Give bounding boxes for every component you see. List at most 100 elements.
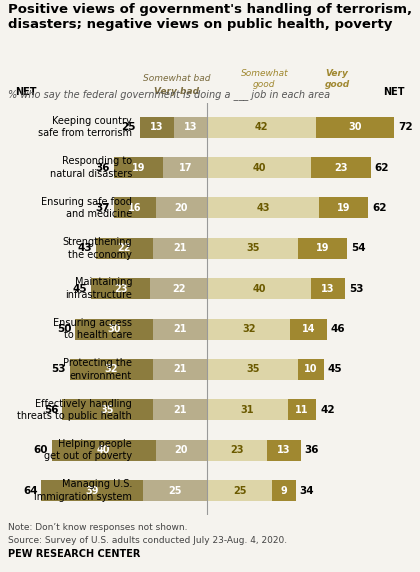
Text: Effectively handling
threats to public health: Effectively handling threats to public h… [18, 399, 132, 421]
Text: 45: 45 [72, 284, 87, 293]
Text: 53: 53 [349, 284, 363, 293]
Text: Source: Survey of U.S. adults conducted July 23-Aug. 4, 2020.: Source: Survey of U.S. adults conducted … [8, 536, 288, 545]
Text: 40: 40 [252, 162, 266, 173]
Bar [140, 117, 174, 138]
Text: PEW RESEARCH CENTER: PEW RESEARCH CENTER [8, 550, 141, 559]
Text: 32: 32 [105, 364, 118, 375]
Bar [207, 197, 319, 219]
Bar [288, 399, 316, 420]
Text: 39: 39 [85, 486, 99, 495]
Bar [153, 319, 207, 340]
Text: Strengthening
the economy: Strengthening the economy [63, 237, 132, 260]
Bar [316, 117, 394, 138]
Text: Somewhat
good: Somewhat good [241, 69, 288, 89]
Text: 42: 42 [255, 122, 269, 132]
Text: 32: 32 [242, 324, 256, 334]
Text: 56: 56 [44, 405, 58, 415]
Text: Very
good: Very good [324, 69, 350, 89]
Text: 40: 40 [97, 445, 110, 455]
Text: 72: 72 [398, 122, 412, 132]
Text: 35: 35 [246, 364, 260, 375]
Text: 40: 40 [252, 284, 266, 293]
Bar [174, 117, 207, 138]
Text: 16: 16 [128, 203, 142, 213]
Text: Responding to
natural disasters: Responding to natural disasters [50, 156, 132, 179]
Bar [207, 359, 298, 380]
Bar [96, 238, 153, 259]
Bar [207, 117, 316, 138]
Text: Protecting the
environment: Protecting the environment [63, 358, 132, 380]
Bar [163, 157, 207, 178]
Text: 60: 60 [34, 445, 48, 455]
Text: 13: 13 [321, 284, 335, 293]
Text: 30: 30 [108, 324, 121, 334]
Bar [70, 359, 153, 380]
Bar [114, 157, 163, 178]
Text: 19: 19 [132, 162, 145, 173]
Text: 10: 10 [304, 364, 318, 375]
Text: 20: 20 [175, 445, 188, 455]
Bar [311, 278, 345, 299]
Text: 34: 34 [299, 486, 314, 495]
Text: 21: 21 [173, 324, 187, 334]
Bar [143, 480, 207, 501]
Bar [272, 480, 296, 501]
Text: 19: 19 [337, 203, 350, 213]
Text: 9: 9 [281, 486, 287, 495]
Text: Positive views of government's handling of terrorism,
disasters; negative views : Positive views of government's handling … [8, 3, 412, 31]
Text: 45: 45 [328, 364, 343, 375]
Text: 62: 62 [375, 162, 389, 173]
Bar [207, 238, 298, 259]
Text: 46: 46 [331, 324, 345, 334]
Text: 19: 19 [316, 243, 330, 253]
Text: 37: 37 [96, 203, 110, 213]
Text: 13: 13 [184, 122, 197, 132]
Bar [319, 197, 368, 219]
Text: % who say the federal government is doing a ___ job in each area: % who say the federal government is doin… [8, 89, 331, 100]
Text: 43: 43 [77, 243, 92, 253]
Bar [298, 238, 347, 259]
Bar [153, 359, 207, 380]
Bar [153, 238, 207, 259]
Text: 43: 43 [256, 203, 270, 213]
Text: 21: 21 [173, 364, 187, 375]
Text: 53: 53 [52, 364, 66, 375]
Bar [42, 480, 143, 501]
Bar [311, 157, 371, 178]
Bar [207, 278, 311, 299]
Bar [153, 399, 207, 420]
Bar [290, 319, 327, 340]
Text: 22: 22 [118, 243, 131, 253]
Text: 35: 35 [101, 405, 114, 415]
Text: 50: 50 [57, 324, 71, 334]
Text: 30: 30 [349, 122, 362, 132]
Text: Very bad: Very bad [154, 87, 199, 96]
Bar [114, 197, 155, 219]
Text: 23: 23 [114, 284, 127, 293]
Bar [155, 440, 207, 460]
Text: 13: 13 [277, 445, 291, 455]
Text: 21: 21 [173, 243, 187, 253]
Text: 11: 11 [295, 405, 309, 415]
Text: 62: 62 [372, 203, 386, 213]
Text: 64: 64 [23, 486, 38, 495]
Text: 25: 25 [233, 486, 247, 495]
Text: 21: 21 [173, 405, 187, 415]
Text: 14: 14 [302, 324, 315, 334]
Bar [207, 399, 288, 420]
Text: 22: 22 [172, 284, 186, 293]
Bar [52, 440, 155, 460]
Text: Somewhat bad: Somewhat bad [142, 74, 210, 83]
Text: 23: 23 [334, 162, 348, 173]
Bar [150, 278, 207, 299]
Bar [91, 278, 150, 299]
Text: NET: NET [383, 87, 405, 97]
Text: 54: 54 [351, 243, 366, 253]
Text: 17: 17 [178, 162, 192, 173]
Text: 35: 35 [246, 243, 260, 253]
Text: 36: 36 [304, 445, 319, 455]
Text: Ensuring access
to health care: Ensuring access to health care [53, 318, 132, 340]
Text: Helping people
get out of poverty: Helping people get out of poverty [44, 439, 132, 462]
Bar [62, 399, 153, 420]
Bar [155, 197, 207, 219]
